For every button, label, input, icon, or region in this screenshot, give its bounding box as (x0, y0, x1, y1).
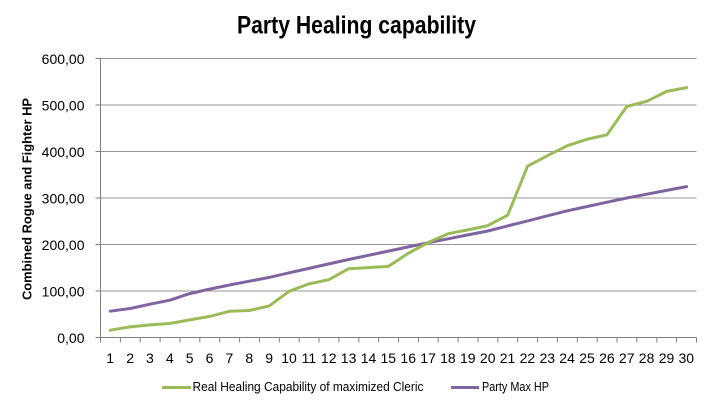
svg-text:7: 7 (226, 350, 234, 366)
svg-text:24: 24 (559, 350, 575, 366)
svg-text:27: 27 (619, 350, 635, 366)
svg-text:30: 30 (679, 350, 695, 366)
svg-text:100,00: 100,00 (42, 284, 85, 300)
svg-text:Party Healing capability: Party Healing capability (237, 12, 476, 40)
svg-text:22: 22 (520, 350, 536, 366)
svg-text:6: 6 (206, 350, 214, 366)
svg-text:500,00: 500,00 (42, 98, 85, 114)
svg-text:12: 12 (321, 350, 337, 366)
svg-text:0,00: 0,00 (57, 330, 84, 346)
svg-text:Combined Rogue and Fighter HP: Combined Rogue and Fighter HP (20, 98, 35, 300)
svg-text:10: 10 (281, 350, 297, 366)
svg-text:19: 19 (460, 350, 476, 366)
svg-text:9: 9 (265, 350, 273, 366)
svg-text:29: 29 (659, 350, 675, 366)
svg-text:3: 3 (146, 350, 154, 366)
svg-text:23: 23 (540, 350, 556, 366)
svg-text:11: 11 (302, 350, 317, 366)
svg-text:15: 15 (381, 350, 397, 366)
svg-text:18: 18 (440, 350, 456, 366)
svg-text:400,00: 400,00 (42, 144, 85, 160)
svg-text:17: 17 (420, 350, 436, 366)
svg-text:21: 21 (500, 350, 516, 366)
svg-text:4: 4 (166, 350, 174, 366)
svg-text:13: 13 (341, 350, 357, 366)
svg-text:20: 20 (480, 350, 496, 366)
svg-text:26: 26 (599, 350, 615, 366)
svg-text:8: 8 (245, 350, 253, 366)
svg-text:200,00: 200,00 (42, 237, 85, 253)
svg-text:Party Max HP: Party Max HP (482, 380, 549, 394)
svg-text:600,00: 600,00 (42, 51, 85, 67)
svg-text:2: 2 (126, 350, 134, 366)
svg-text:16: 16 (400, 350, 416, 366)
svg-text:14: 14 (361, 350, 377, 366)
svg-text:28: 28 (639, 350, 655, 366)
svg-text:25: 25 (579, 350, 595, 366)
svg-text:Real Healing Capability of max: Real Healing Capability of maximized Cle… (193, 380, 424, 394)
svg-text:300,00: 300,00 (42, 191, 85, 207)
svg-text:5: 5 (186, 350, 194, 366)
svg-text:1: 1 (106, 350, 114, 366)
